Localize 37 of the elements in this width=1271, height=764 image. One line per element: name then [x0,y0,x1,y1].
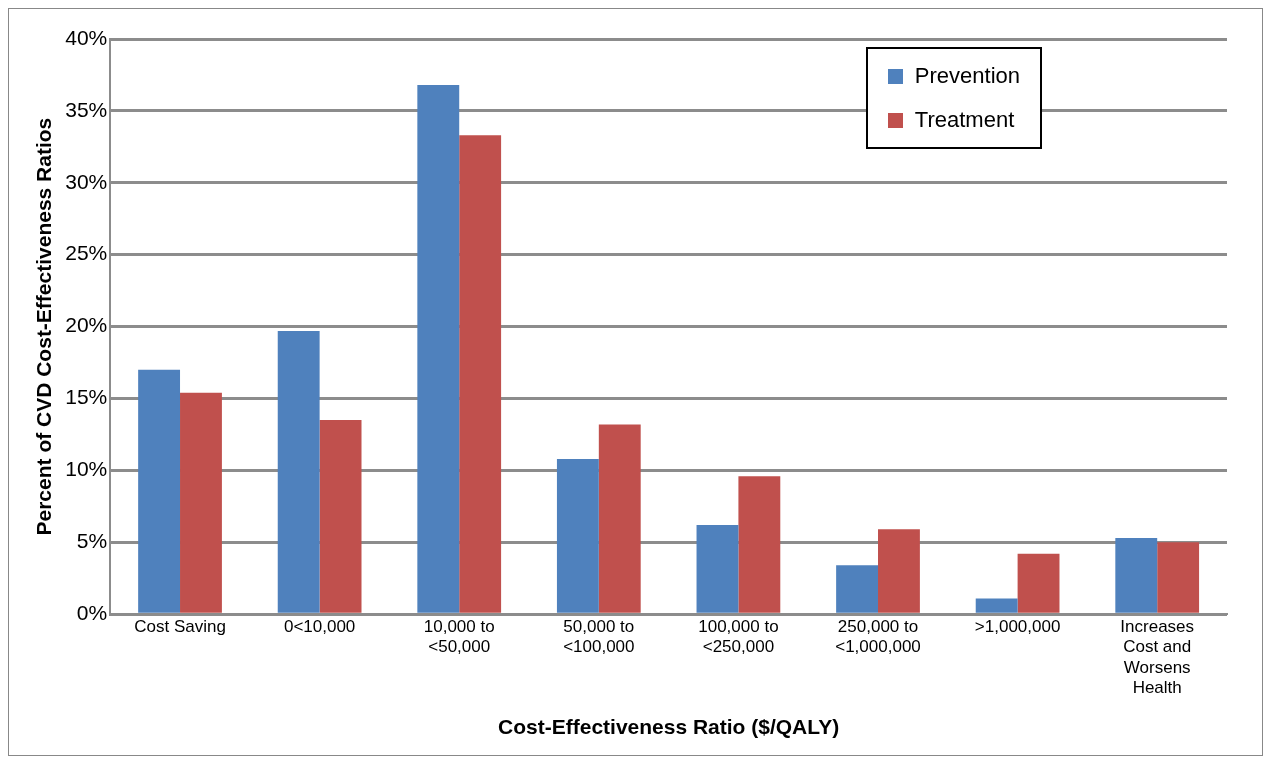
x-tick-label: 50,000 to <100,000 [563,617,635,657]
y-tick-label: 15% [65,385,108,409]
bar [138,369,181,613]
x-tick-label: 250,000 to <1,000,000 [835,617,921,657]
bar [417,85,460,613]
x-tick-label: Increases Cost and Worsens Health [1120,617,1195,698]
y-tick-label: 30% [65,169,108,193]
legend-label: Prevention [914,63,1020,89]
bar [319,420,362,613]
bar [180,392,222,613]
y-tick-label: 0% [76,601,108,624]
y-tick-label: 40% [65,25,108,49]
x-tick-label: >1,000,000 [974,617,1061,637]
bar [975,598,1018,613]
x-tick-label: 10,000 to <50,000 [423,617,495,657]
legend-label: Treatment [914,107,1015,133]
bar [459,135,502,613]
y-tick-label: 35% [65,97,108,121]
x-tick-label: 100,000 to <250,000 [698,617,779,657]
bar [1157,542,1200,613]
bar [696,525,739,613]
y-tick-label: 20% [65,313,108,337]
bar [1017,553,1060,613]
y-tick-label: 10% [65,457,108,481]
bar [277,330,320,613]
bar [836,565,879,613]
y-tick-label: 5% [76,529,108,553]
x-axis-title: Cost-Effectiveness Ratio ($/QALY) [498,715,840,739]
bar [556,458,599,613]
x-tick-label: Cost Saving [134,617,226,637]
bar [598,424,641,613]
bar [878,529,920,613]
x-tick-label: 0<10,000 [283,617,356,637]
y-axis-title: Percent of CVD Cost-Effectiveness Ratios [32,117,56,536]
bar [738,476,781,613]
bar [1115,537,1158,613]
y-tick-label: 25% [65,241,108,265]
